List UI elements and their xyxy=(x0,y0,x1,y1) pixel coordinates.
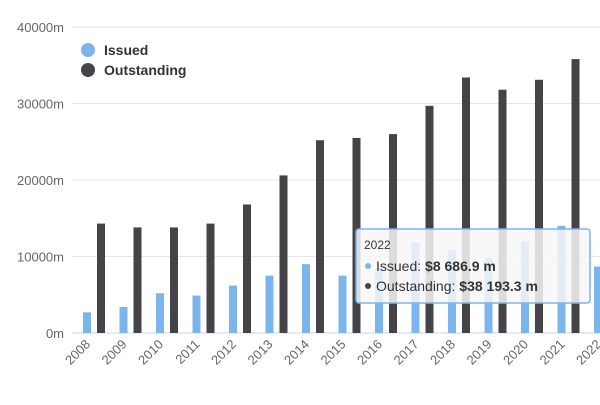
y-tick-label: 20000m xyxy=(17,173,64,188)
bar-outstanding-2012 xyxy=(243,204,251,333)
bar-outstanding-2014 xyxy=(316,140,324,333)
tooltip-box xyxy=(355,228,591,304)
x-tick-label: 2013 xyxy=(245,337,276,368)
bar-issued-2010 xyxy=(156,293,164,333)
tooltip-marker xyxy=(365,283,371,289)
y-tick-label: 40000m xyxy=(17,20,64,35)
x-tick-label: 2009 xyxy=(99,337,130,368)
x-tick-label: 2022 xyxy=(573,337,600,368)
tooltip: 2022 Issued: $8 686.9 m Outstanding: $38 1… xyxy=(355,228,591,304)
x-tick-label: 2012 xyxy=(208,337,239,368)
bar-issued-2013 xyxy=(265,275,274,333)
x-tick-label: 2021 xyxy=(537,337,568,368)
x-tick-label: 2008 xyxy=(62,337,93,368)
tooltip-marker xyxy=(365,263,371,269)
bar-outstanding-2020 xyxy=(535,79,543,333)
x-axis: 2008 2009 2010 2011 2012 2013 2014 2015 2016 2017… xyxy=(62,337,600,368)
bar-outstanding-2011 xyxy=(206,223,215,333)
x-tick-label: 2011 xyxy=(172,337,202,367)
y-tick-label: 0m xyxy=(46,326,64,341)
y-axis: 0m 10000m 20000m 30000m 40000m xyxy=(17,20,64,341)
legend: Issued Outstanding xyxy=(81,42,186,78)
bar-issued-2022 xyxy=(594,266,600,333)
tooltip-row-value: $38 193.3 m xyxy=(459,278,538,294)
x-tick-label: 2020 xyxy=(500,337,531,368)
legend-label-issued: Issued xyxy=(104,42,148,58)
bar-issued-2012 xyxy=(229,285,237,333)
legend-marker-outstanding xyxy=(81,63,95,77)
bar-outstanding-2008 xyxy=(97,223,105,333)
bar-issued-2009 xyxy=(119,306,128,333)
bar-issued-2014 xyxy=(302,264,310,333)
x-tick-label: 2019 xyxy=(464,337,495,368)
bar-issued-2011 xyxy=(192,295,201,333)
bar-outstanding-2021 xyxy=(571,59,580,333)
y-tick-label: 10000m xyxy=(17,250,64,265)
legend-marker-issued xyxy=(81,43,95,57)
tooltip-title: 2022 xyxy=(364,238,391,252)
x-tick-label: 2010 xyxy=(135,337,166,368)
x-tick-label: 2014 xyxy=(281,337,312,368)
bar-outstanding-2019 xyxy=(498,89,507,333)
legend-label-outstanding: Outstanding xyxy=(104,62,186,78)
y-tick-label: 30000m xyxy=(17,97,64,112)
tooltip-row: Issued: $8 686.9 m xyxy=(376,258,496,274)
bar-outstanding-2010 xyxy=(170,227,178,333)
bar-outstanding-2017 xyxy=(425,105,434,333)
bar-outstanding-2009 xyxy=(133,227,142,333)
tooltip-row-value: $8 686.9 m xyxy=(425,258,496,274)
x-tick-label: 2017 xyxy=(391,337,422,368)
tooltip-row-label: Outstanding: xyxy=(376,278,459,294)
x-tick-label: 2018 xyxy=(427,337,458,368)
tooltip-row: Outstanding: $38 193.3 m xyxy=(376,278,538,294)
x-tick-label: 2015 xyxy=(318,337,349,368)
tooltip-row-label: Issued: xyxy=(376,258,425,274)
x-tick-label: 2016 xyxy=(354,337,385,368)
bar-outstanding-2018 xyxy=(462,77,470,334)
bar-issued-2008 xyxy=(83,312,91,333)
bar-issued-2015 xyxy=(338,275,347,333)
bar-outstanding-2013 xyxy=(279,175,288,333)
